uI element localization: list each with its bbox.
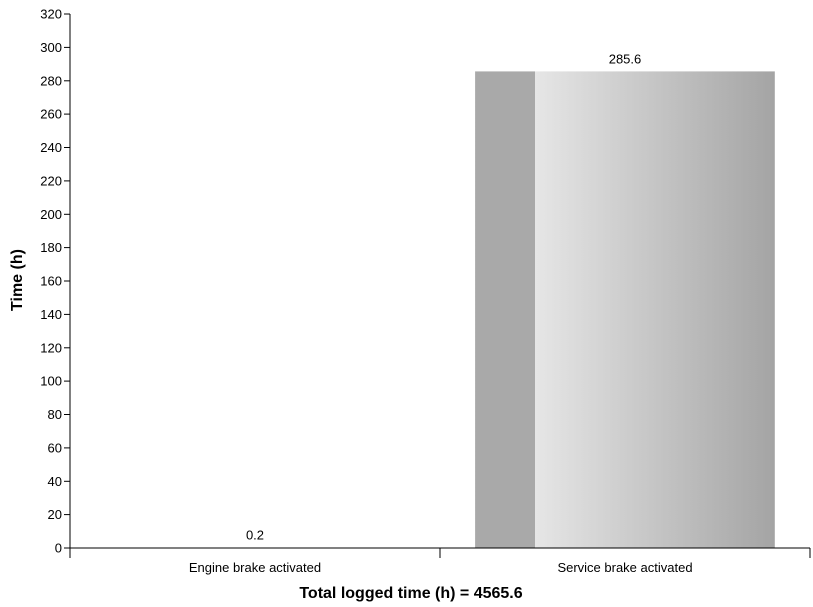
y-tick-label-220: 220 bbox=[40, 173, 62, 188]
axes-layer: Engine brake activated Service brake acti… bbox=[40, 7, 811, 575]
y-tick-label-200: 200 bbox=[40, 207, 62, 222]
y-tick-label-0: 0 bbox=[55, 541, 62, 556]
y-axis-title: Time (h) bbox=[9, 249, 26, 311]
y-tick-label-300: 300 bbox=[40, 40, 62, 55]
y-tick-label-40: 40 bbox=[48, 474, 62, 489]
x-axis-title: Total logged time (h) = 4565.6 bbox=[299, 585, 522, 602]
y-tick-label-180: 180 bbox=[40, 240, 62, 255]
bar-2 bbox=[475, 71, 775, 549]
y-tick-label-160: 160 bbox=[40, 274, 62, 289]
x-tick-label-2: Service brake activated bbox=[557, 560, 692, 575]
y-tick-label-140: 140 bbox=[40, 307, 62, 322]
y-tick-label-320: 320 bbox=[40, 7, 62, 22]
bars-layer bbox=[105, 71, 775, 549]
y-tick-label-100: 100 bbox=[40, 374, 62, 389]
y-tick-label-60: 60 bbox=[48, 440, 62, 455]
x-tick-label-1: Engine brake activated bbox=[189, 560, 321, 575]
data-label-2: 285.6 bbox=[609, 51, 642, 66]
y-tick-label-240: 240 bbox=[40, 140, 62, 155]
y-tick-label-80: 80 bbox=[48, 407, 62, 422]
y-tick-label-120: 120 bbox=[40, 340, 62, 355]
data-label-1: 0.2 bbox=[246, 528, 264, 543]
y-tick-label-20: 20 bbox=[48, 507, 62, 522]
data-labels-layer: 0.2 285.6 bbox=[246, 51, 641, 542]
y-tick-label-260: 260 bbox=[40, 107, 62, 122]
y-tick-label-280: 280 bbox=[40, 73, 62, 88]
